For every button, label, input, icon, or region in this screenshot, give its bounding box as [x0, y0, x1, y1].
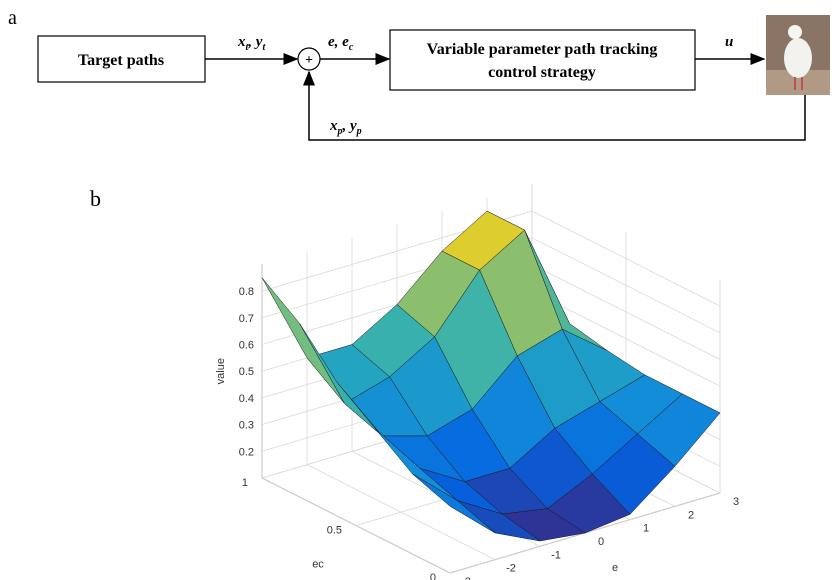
- z-tick-label: 0.3: [239, 420, 254, 432]
- block-label: control strategy: [488, 64, 596, 81]
- label-part: , y: [247, 34, 263, 50]
- z-tick-label: 0.6: [239, 340, 254, 352]
- edge-label: u: [725, 34, 733, 50]
- x-tick-label: 0: [598, 536, 604, 548]
- edge-label: xp, yp: [329, 118, 362, 137]
- z-tick-label: 0.8: [239, 286, 254, 298]
- edge-label: xt, yt: [237, 34, 266, 53]
- surface-plot: 0.2 0.3 0.4 0.5 0.6 0.7 0.8 -3 -2 -1 0 1 2 3 0 0.5 1 e ec v…: [215, 184, 739, 580]
- subscript: c: [349, 42, 354, 53]
- x-axis-label: e: [612, 562, 618, 574]
- pigeon-image: [766, 15, 830, 95]
- subscript: t: [262, 42, 266, 53]
- x-tick-label: -3: [461, 576, 471, 580]
- y-tick-label: 0: [430, 572, 436, 580]
- x-tick-label: 1: [643, 523, 649, 535]
- x-tick-label: -2: [506, 563, 516, 575]
- block: [390, 30, 695, 90]
- y-tick-label: 1: [242, 477, 248, 489]
- z-tick-label: 0.4: [239, 393, 254, 405]
- label-part: e, e: [328, 34, 349, 50]
- block-label: Variable parameter path tracking: [427, 41, 658, 58]
- subscript: p: [356, 126, 362, 137]
- figure: a b Target paths + Variable parameter pa…: [0, 0, 832, 580]
- feedback-arrow: [309, 72, 805, 140]
- label-part: u: [725, 34, 733, 50]
- z-tick-label: 0.7: [239, 313, 254, 325]
- z-tick-label: 0.5: [239, 366, 254, 378]
- x-tick-label: 2: [688, 509, 694, 521]
- y-axis-label: ec: [312, 559, 324, 571]
- x-tick-label: -1: [551, 549, 561, 561]
- label-part: , y: [342, 118, 358, 134]
- panel-label: a: [8, 7, 17, 29]
- z-axis-label: value: [215, 358, 227, 384]
- panel-label: b: [90, 186, 101, 211]
- y-tick-label: 0.5: [327, 525, 342, 537]
- sum-symbol: +: [305, 53, 313, 68]
- x-tick-label: 3: [733, 496, 739, 508]
- z-tick-label: 0.2: [239, 446, 254, 458]
- block-label: Target paths: [78, 52, 164, 69]
- edge-label: e, ec: [328, 34, 354, 53]
